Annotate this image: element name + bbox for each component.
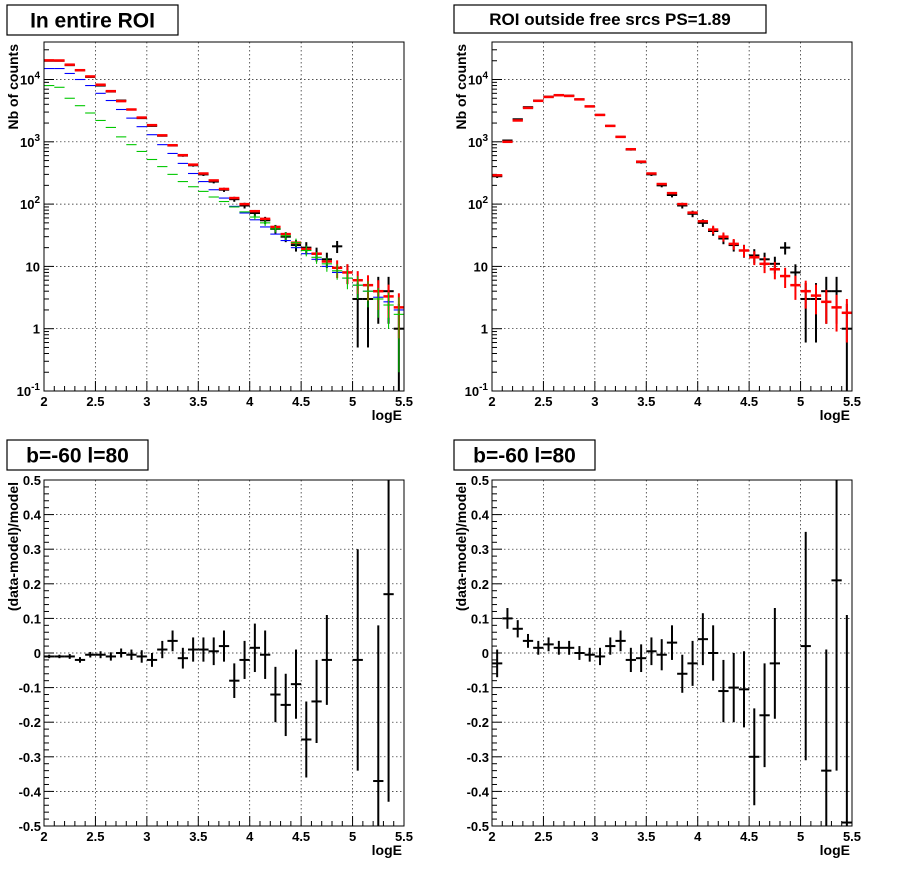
y-tick-label: 0.3 [471, 542, 489, 557]
y-tick-label: 1 [481, 322, 488, 337]
series-group [492, 93, 852, 391]
y-tick-label: 104 [20, 71, 40, 88]
x-tick-label: 3.5 [189, 829, 207, 844]
y-axis-label: Nb of counts [5, 44, 21, 130]
series-group [44, 59, 404, 391]
x-tick-label: 4.5 [740, 829, 758, 844]
panel-title: ROI outside free srcs PS=1.89 [489, 10, 730, 29]
x-tick-label: 2.5 [534, 829, 552, 844]
plot-frame [43, 41, 405, 392]
x-tick-label: 5.5 [395, 394, 413, 409]
x-tick-label: 4 [694, 829, 702, 844]
y-tick-label: 0.1 [471, 611, 489, 626]
y-tick-label: 102 [468, 195, 488, 212]
x-tick-label: 4 [694, 394, 702, 409]
x-tick-label: 2 [40, 829, 47, 844]
y-tick-label: 10-1 [465, 382, 489, 399]
x-tick-label: 2.5 [86, 394, 104, 409]
y-tick-label: 104 [468, 71, 488, 88]
title-box [453, 439, 596, 471]
y-tick-label: -0.2 [19, 715, 41, 730]
panel-3: 2 2.5 3 3.5 4 4.5 5 5.5 -0.5 -0.4 -0.3 -0.2 -0.1 0 0.1… [5, 439, 413, 858]
x-tick-label: 4 [246, 829, 254, 844]
x-tick-label: 4.5 [292, 394, 310, 409]
y-tick-label: 10-1 [17, 382, 41, 399]
title-box [6, 4, 179, 36]
y-tick-label: 10 [474, 259, 488, 274]
x-axis-label: logE [372, 407, 402, 423]
x-tick-label: 2.5 [534, 394, 552, 409]
x-tick-label: 4 [246, 394, 254, 409]
y-tick-label: 0.4 [23, 508, 42, 523]
y-tick-label: -0.1 [19, 681, 41, 696]
y-tick-label: 0.1 [23, 611, 41, 626]
panel-title: b=-60 l=80 [473, 445, 576, 468]
y-tick-label: -0.4 [19, 784, 42, 799]
x-tick-label: 3 [591, 394, 598, 409]
panel-title: In entire ROI [30, 10, 155, 33]
y-tick-label: 0.2 [471, 577, 489, 592]
y-tick-label: 103 [468, 133, 488, 150]
y-tick-label: 0.4 [471, 508, 490, 523]
x-axis-label: logE [820, 842, 850, 858]
x-tick-label: 2.5 [86, 829, 104, 844]
x-tick-label: 2 [40, 394, 47, 409]
y-tick-label: -0.2 [467, 715, 489, 730]
x-axis-label: logE [372, 842, 402, 858]
series-group [44, 480, 394, 826]
y-tick-label: 10 [26, 259, 40, 274]
y-axis-label: Nb of counts [453, 44, 469, 130]
x-tick-label: 3.5 [189, 394, 207, 409]
x-tick-label: 5 [349, 394, 356, 409]
x-tick-label: 3.5 [637, 829, 655, 844]
x-tick-label: 5 [349, 829, 356, 844]
y-axis-label: (data-model)/model [453, 482, 469, 611]
title-box [6, 439, 149, 471]
y-tick-label: -0.5 [19, 819, 41, 834]
x-tick-label: 2 [488, 829, 495, 844]
panel-2: 2 2.5 3 3.5 4 4.5 5 5.5 10-1 1 10 102 103 104 logE Nb o… [453, 4, 861, 423]
panel-4: 2 2.5 3 3.5 4 4.5 5 5.5 -0.5 -0.4 -0.3 -0.2 -0.1 0 0.1… [453, 439, 861, 858]
y-tick-label: 102 [20, 195, 40, 212]
x-tick-label: 2 [488, 394, 495, 409]
x-tick-label: 4.5 [292, 829, 310, 844]
x-tick-label: 5.5 [395, 829, 413, 844]
y-tick-label: -0.3 [19, 750, 41, 765]
y-tick-label: 0.2 [23, 577, 41, 592]
plot-frame [491, 479, 853, 827]
y-tick-label: -0.3 [467, 750, 489, 765]
x-tick-label: 5 [797, 829, 804, 844]
x-tick-label: 3 [143, 829, 150, 844]
x-tick-label: 4.5 [740, 394, 758, 409]
y-tick-label: 1 [33, 322, 40, 337]
x-tick-label: 3 [591, 829, 598, 844]
x-tick-label: 5.5 [843, 394, 861, 409]
y-tick-label: -0.5 [467, 819, 489, 834]
y-tick-label: 0 [482, 646, 489, 661]
panel-title: b=-60 l=80 [26, 445, 129, 468]
y-tick-label: -0.1 [467, 681, 489, 696]
y-tick-label: 0.3 [23, 542, 41, 557]
title-box [453, 4, 767, 34]
y-tick-label: 103 [20, 133, 40, 150]
plot-frame [491, 41, 853, 392]
x-tick-label: 3 [143, 394, 150, 409]
y-tick-label: 0.5 [23, 473, 41, 488]
y-tick-label: 0.5 [471, 473, 489, 488]
y-axis-label: (data-model)/model [5, 482, 21, 611]
y-tick-label: -0.4 [467, 784, 490, 799]
x-tick-label: 3.5 [637, 394, 655, 409]
panel-1: 2 2.5 3 3.5 4 4.5 5 5.5 10-1 1 10 102 103 104 logE Nb o… [5, 4, 413, 423]
plot-frame [43, 479, 405, 827]
x-tick-label: 5 [797, 394, 804, 409]
x-tick-label: 5.5 [843, 829, 861, 844]
series-group [492, 480, 852, 826]
x-axis-label: logE [820, 407, 850, 423]
y-tick-label: 0 [34, 646, 41, 661]
